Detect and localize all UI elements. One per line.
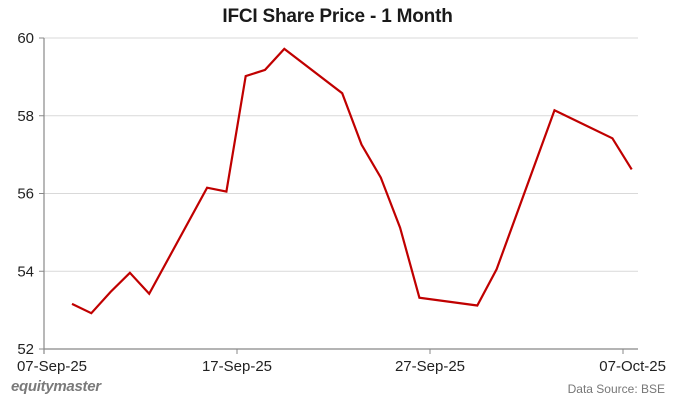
y-tick-label: 54 [17, 263, 34, 280]
axes [39, 37, 638, 354]
y-tick-label: 58 [17, 108, 34, 125]
x-tick-label: 07-Oct-25 [599, 358, 666, 375]
x-tick-label: 27-Sep-25 [395, 358, 465, 375]
y-tick-label: 52 [17, 341, 34, 358]
gridlines [44, 37, 638, 272]
y-tick-label: 60 [17, 30, 34, 47]
x-tick-label: 07-Sep-25 [17, 358, 87, 375]
price-line [71, 47, 633, 315]
y-tick-label: 56 [17, 186, 34, 203]
chart-title: IFCI Share Price - 1 Month [222, 6, 453, 27]
equitymaster-logo: equitymaster [11, 378, 101, 395]
data-source-label: Data Source: BSE [567, 382, 665, 396]
x-axis-ticks: 07-Sep-25 17-Sep-25 27-Sep-25 07-Oct-25 [17, 358, 666, 375]
x-tick-label: 17-Sep-25 [202, 358, 272, 375]
y-axis-ticks: 52 54 56 58 60 [17, 30, 34, 358]
